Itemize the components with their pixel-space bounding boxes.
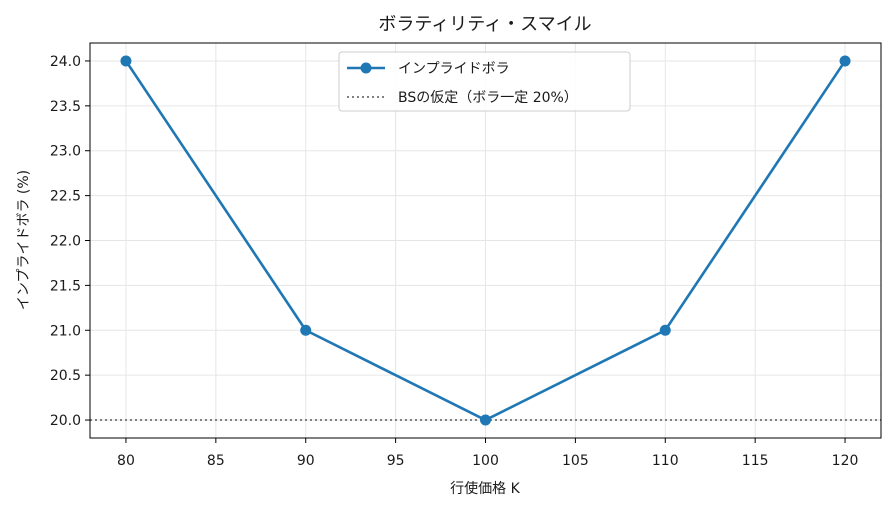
y-tick-label: 20.0 [50,413,81,429]
legend-series-label: インプライドボラ [398,61,510,77]
y-tick-label: 22.5 [50,189,81,205]
y-tick-label: 21.5 [50,278,81,294]
data-point [300,324,312,336]
chart-title: ボラティリティ・スマイル [378,14,591,35]
legend-box [338,51,631,112]
x-tick-label: 115 [742,453,769,469]
x-tick-label: 90 [297,453,315,469]
legend-reference-label: BSの仮定（ボラ一定 20%） [398,90,578,106]
legend-series-marker [360,62,372,74]
data-point [839,55,851,67]
x-tick-label: 80 [117,453,135,469]
y-tick-label: 20.5 [50,368,81,384]
y-axis-label: インプライドボラ (%) [16,170,32,310]
y-tick-label: 23.5 [50,99,81,115]
data-point [659,324,671,336]
x-tick-label: 105 [562,453,589,469]
x-axis-label: 行使価格 K [450,480,520,497]
x-axis-ticks: 80 85 90 95 100 105 110 115 120 [117,438,858,469]
y-tick-label: 24.0 [50,54,81,70]
y-axis-ticks: 20.0 20.5 21.0 21.5 22.0 22.5 23.0 23.5 24.0 [50,54,90,429]
legend: インプライドボラ BSの仮定（ボラ一定 20%） [338,51,631,112]
data-point [120,55,132,67]
x-tick-label: 100 [472,453,499,469]
x-tick-label: 120 [832,453,859,469]
data-point [480,414,491,426]
x-tick-label: 110 [652,453,679,469]
y-tick-label: 23.0 [50,144,81,160]
x-tick-label: 85 [207,453,225,469]
series [120,55,851,426]
y-tick-label: 22.0 [50,234,81,250]
x-tick-label: 95 [387,453,405,469]
y-tick-label: 21.0 [50,323,81,339]
